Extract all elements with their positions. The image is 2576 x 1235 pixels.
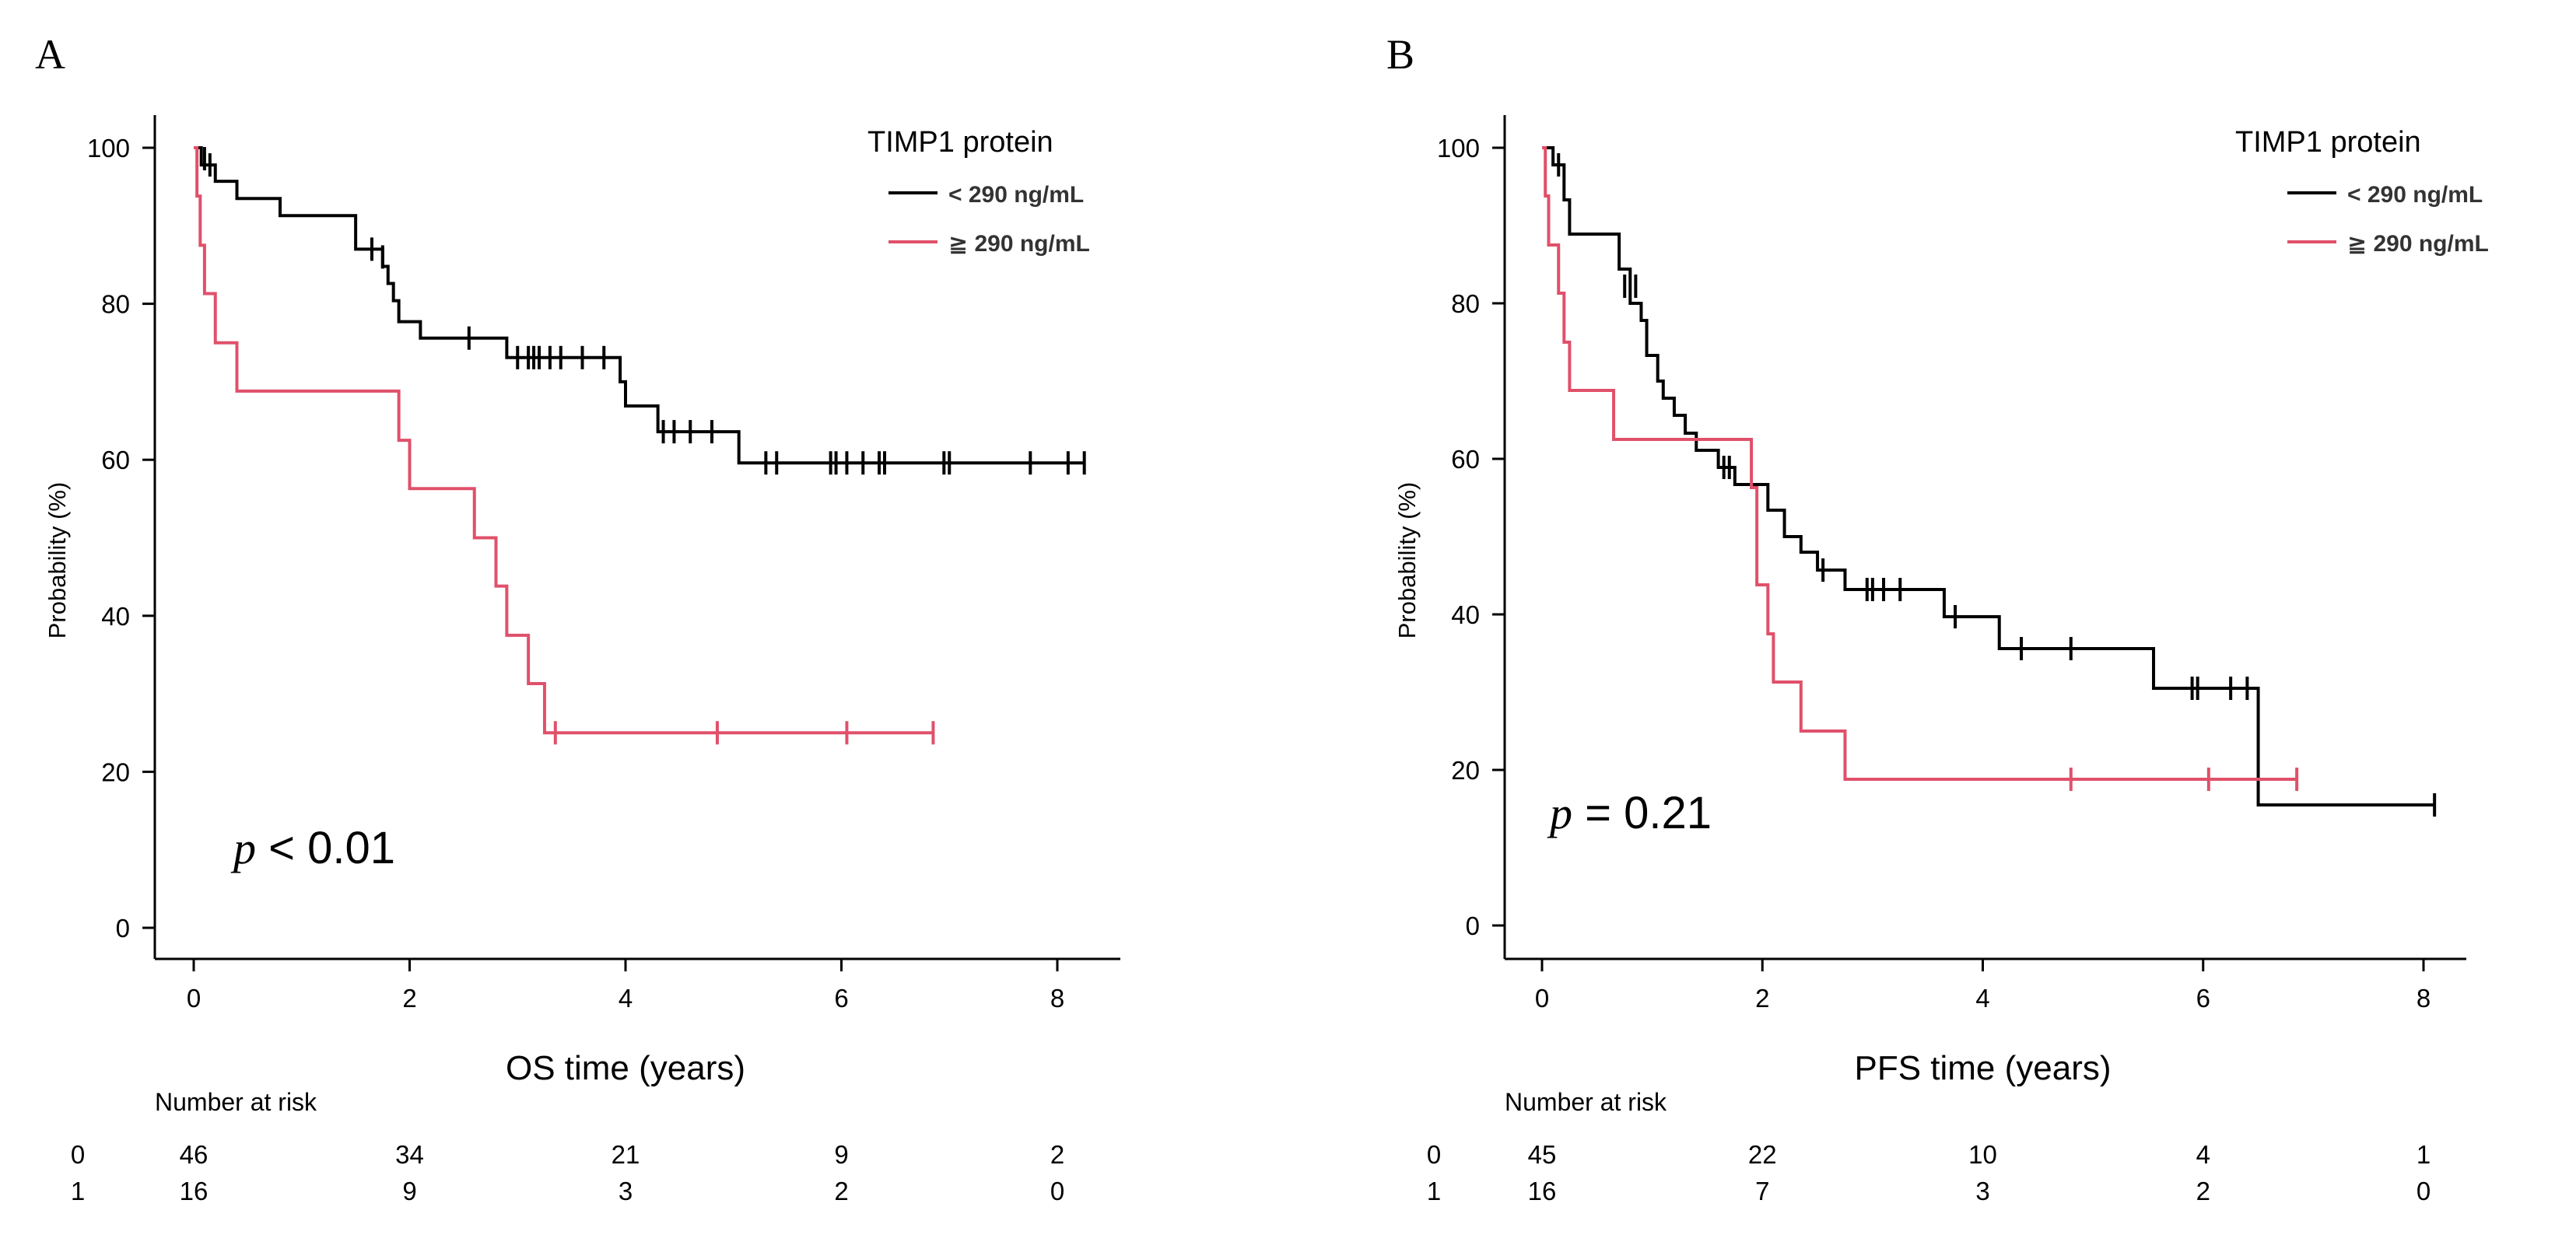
x-tick-label: 0 <box>187 984 201 1013</box>
p-value-symbol: p <box>230 823 256 873</box>
risk-table-title: Number at risk <box>1505 1088 1667 1116</box>
legend-entry-1: ≧ 290 ng/mL <box>948 231 1090 257</box>
x-tick-label: 8 <box>2417 984 2431 1013</box>
p-value-text: < 0.01 <box>256 823 395 873</box>
risk-count: 16 <box>180 1177 209 1205</box>
km-curve-series-0 <box>194 146 1085 465</box>
panel-label: B <box>1386 31 1414 78</box>
risk-row-label: 0 <box>71 1140 85 1169</box>
km-curve-series-1 <box>194 146 934 735</box>
risk-count: 10 <box>1968 1140 1997 1169</box>
y-tick-label: 80 <box>1451 289 1480 318</box>
risk-count: 9 <box>834 1140 848 1169</box>
risk-count: 1 <box>2417 1140 2431 1169</box>
y-tick-label: 60 <box>1451 445 1480 474</box>
risk-count: 45 <box>1528 1140 1557 1169</box>
risk-count: 7 <box>1755 1177 1769 1205</box>
risk-table-title: Number at risk <box>155 1088 317 1116</box>
risk-count: 2 <box>2196 1177 2210 1205</box>
y-tick-label: 40 <box>1451 600 1480 629</box>
risk-count: 9 <box>402 1177 416 1205</box>
legend-entry-0: < 290 ng/mL <box>948 182 1084 208</box>
x-tick-label: 0 <box>1535 984 1549 1013</box>
panel-label: A <box>35 31 65 78</box>
legend-entry-0: < 290 ng/mL <box>2347 182 2483 208</box>
y-tick-label: 20 <box>101 757 130 786</box>
y-axis-title: Probability (%) <box>1393 482 1421 639</box>
x-tick-label: 6 <box>834 984 848 1013</box>
y-tick-label: 0 <box>116 914 130 943</box>
risk-count: 4 <box>2196 1140 2210 1169</box>
x-tick-label: 8 <box>1050 984 1064 1013</box>
y-tick-label: 100 <box>87 134 130 163</box>
risk-count: 2 <box>834 1177 848 1205</box>
risk-count: 0 <box>1050 1177 1064 1205</box>
risk-count: 0 <box>2417 1177 2431 1205</box>
km-curve-series-1 <box>1542 146 2297 781</box>
risk-count: 3 <box>1975 1177 1989 1205</box>
p-value: p < 0.01 <box>230 823 395 873</box>
risk-count: 34 <box>395 1140 424 1169</box>
y-tick-label: 40 <box>101 602 130 631</box>
risk-count: 22 <box>1748 1140 1777 1169</box>
x-tick-label: 4 <box>1975 984 1989 1013</box>
y-axis-title: Probability (%) <box>44 482 71 639</box>
legend-entry-1: ≧ 290 ng/mL <box>2347 231 2489 257</box>
risk-count: 16 <box>1528 1177 1557 1205</box>
y-tick-label: 100 <box>1437 134 1480 163</box>
p-value: p = 0.21 <box>1547 788 1712 838</box>
risk-row-label: 1 <box>1427 1177 1441 1205</box>
x-tick-label: 6 <box>2196 984 2210 1013</box>
p-value-text: = 0.21 <box>1572 788 1712 838</box>
risk-count: 2 <box>1050 1140 1064 1169</box>
y-tick-label: 20 <box>1451 756 1480 785</box>
risk-count: 3 <box>619 1177 633 1205</box>
x-axis-title: PFS time (years) <box>1854 1049 2111 1087</box>
legend-title: TIMP1 protein <box>2235 126 2421 159</box>
risk-row-label: 1 <box>71 1177 85 1205</box>
legend-title: TIMP1 protein <box>867 126 1053 159</box>
x-tick-label: 4 <box>619 984 633 1013</box>
risk-count: 46 <box>180 1140 209 1169</box>
x-tick-label: 2 <box>402 984 416 1013</box>
risk-count: 21 <box>612 1140 640 1169</box>
x-tick-label: 2 <box>1755 984 1769 1013</box>
y-tick-label: 0 <box>1466 911 1480 940</box>
y-tick-label: 60 <box>101 446 130 474</box>
x-axis-title: OS time (years) <box>506 1049 745 1087</box>
y-tick-label: 80 <box>101 290 130 319</box>
km-curve-series-0 <box>1542 146 2435 806</box>
p-value-symbol: p <box>1547 788 1572 838</box>
risk-row-label: 0 <box>1427 1140 1441 1169</box>
